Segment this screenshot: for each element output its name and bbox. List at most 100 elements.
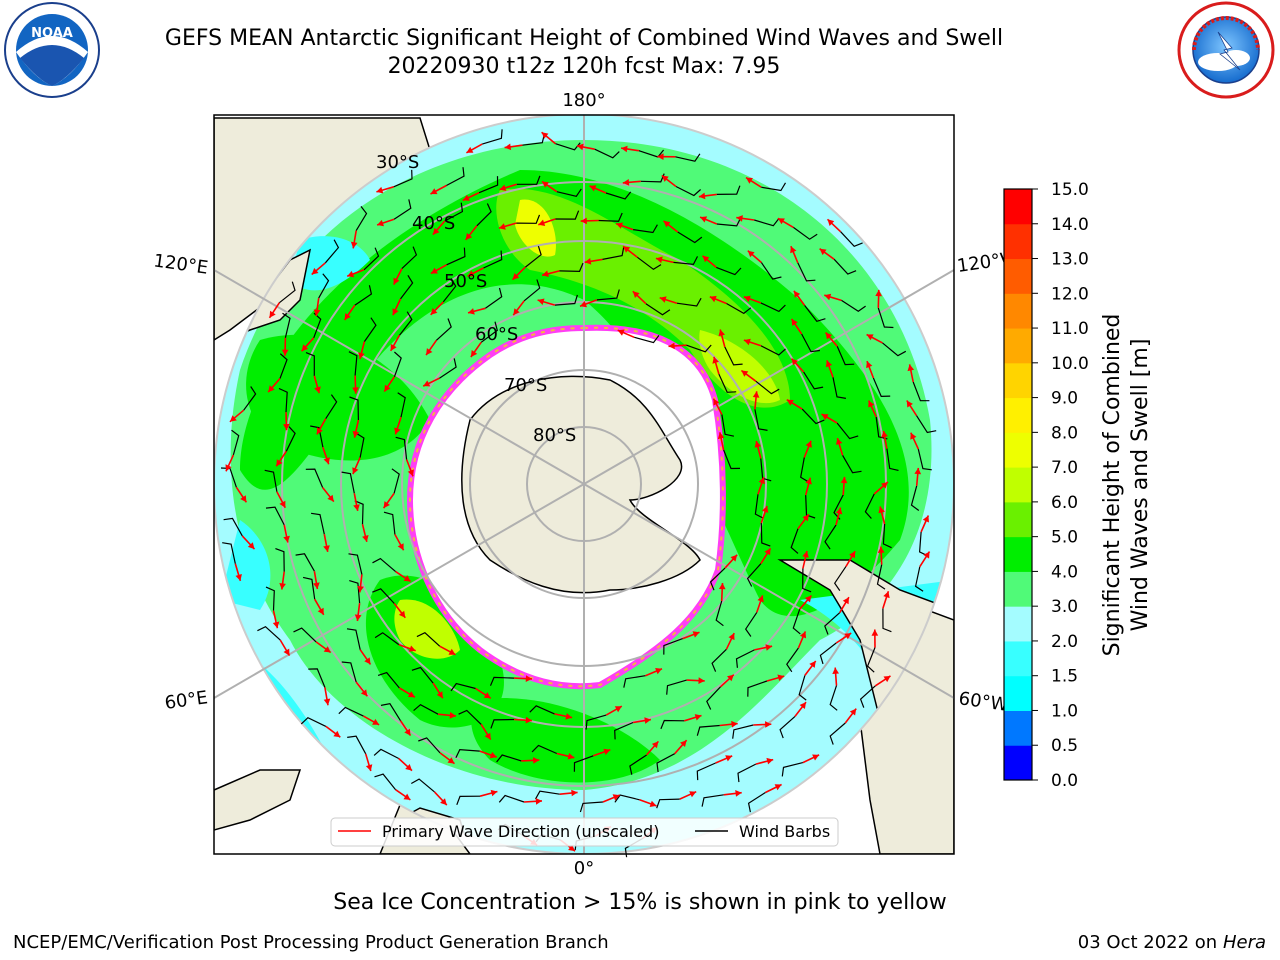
wave-direction-arrowhead (365, 764, 373, 771)
wind-barb (529, 705, 555, 715)
wave-direction-arrowhead (364, 657, 371, 665)
wave-direction-arrowhead (448, 648, 456, 655)
wind-barb (476, 203, 492, 227)
wind-barb (374, 773, 397, 791)
wave-direction-arrowhead (462, 194, 470, 201)
wind-barb (585, 714, 607, 730)
wave-direction-arrowhead (877, 546, 885, 553)
wind-barb (490, 718, 515, 729)
wind-barb (534, 790, 560, 800)
wave-direction-arrowhead (404, 728, 411, 736)
wind-barb (842, 455, 862, 474)
wave-direction-arrowhead (821, 414, 829, 421)
wave-direction-arrowhead (836, 438, 843, 445)
wave-direction-arrowhead (466, 146, 474, 153)
wind-barb (637, 256, 662, 271)
wind-barb (354, 285, 373, 306)
wave-direction-arrowhead (842, 597, 849, 605)
wave-direction-arrowhead (279, 583, 286, 590)
wave-direction-arrowhead (718, 329, 725, 337)
colorbar-segment (1004, 293, 1032, 329)
wind-barb (805, 495, 816, 519)
wind-barb (614, 721, 634, 740)
wind-barb (744, 612, 758, 637)
wind-barb (391, 468, 400, 494)
wave-direction-arrowhead (758, 477, 765, 485)
wave-direction-arrowhead (922, 515, 929, 523)
wave-direction-arrowhead (799, 702, 806, 709)
colorbar-tick-label: 11.0 (1051, 319, 1089, 339)
wind-barb (686, 344, 712, 353)
wave-direction-arrowhead (827, 219, 835, 226)
wave-direction-arrowhead (824, 293, 832, 301)
wind-barb (395, 436, 408, 460)
wind-barb (308, 668, 326, 688)
wave-direction-arrowhead (825, 360, 833, 368)
wave-direction-arrowhead (347, 270, 355, 278)
wave-direction-arrowhead (392, 308, 399, 316)
wave-direction-arrowhead (728, 633, 735, 641)
wave-direction-arrowhead (616, 222, 623, 229)
wave-direction-arrowhead (663, 220, 671, 228)
wave-direction-arrowhead (761, 506, 769, 513)
wind-barb (485, 287, 503, 309)
lat-label-60s: 60°S (475, 324, 518, 345)
wind-barb (483, 250, 503, 269)
wind-barb (793, 226, 818, 240)
wave-direction-arrowhead (316, 427, 323, 435)
colorbar-tick-label: 6.0 (1051, 493, 1078, 513)
wind-barb (882, 608, 892, 633)
wave-direction-arrowhead (812, 754, 820, 761)
wind-barb (886, 448, 899, 471)
wave-direction-arrowhead (430, 267, 438, 274)
wave-direction-arrowhead (736, 215, 743, 222)
wave-direction-arrowhead (279, 500, 286, 508)
wave-direction-arrowhead (825, 332, 833, 340)
wave-direction-arrowhead (269, 310, 276, 318)
wave-direction-arrowhead (713, 398, 720, 406)
wind-barb (354, 500, 364, 525)
wave-direction-arrowhead (465, 233, 473, 240)
wind-barb (754, 494, 764, 519)
wave-direction-arrowhead (525, 716, 532, 724)
lat-label-30s: 30°S (376, 152, 419, 173)
wave-direction-arrowhead (525, 675, 532, 682)
wind-barb (446, 167, 465, 187)
wind-barb (279, 353, 288, 379)
wind-barb (819, 642, 837, 665)
wind-barb (349, 396, 359, 421)
wave-direction-arrowhead (835, 507, 843, 515)
wave-direction-arrowhead (272, 621, 280, 629)
wave-direction-arrowhead (680, 740, 687, 747)
wave-direction-arrowhead (225, 464, 232, 472)
wind-barb (302, 576, 316, 600)
wind-barb (257, 625, 281, 641)
colorbar-segment (1004, 258, 1032, 294)
wave-direction-arrowhead (655, 256, 663, 264)
nws-logo (1177, 1, 1275, 99)
lon-label-120e: 120°E (152, 250, 209, 278)
wave-direction-arrowhead (746, 177, 753, 184)
wave-direction-arrowhead (622, 179, 630, 186)
wind-barb (573, 755, 594, 772)
wind-barb (275, 548, 285, 572)
wind-barb (446, 247, 466, 266)
wave-direction-arrowhead (376, 186, 384, 194)
wind-barb (278, 387, 288, 413)
colorbar-tick-label: 1.0 (1051, 701, 1078, 721)
wind-barb (355, 206, 368, 231)
wind-barb (797, 262, 816, 282)
wave-direction-arrowhead (513, 308, 520, 316)
wind-barb (305, 352, 315, 376)
wind-barb (295, 553, 315, 572)
wind-barb (341, 661, 357, 683)
wind-barb (605, 191, 632, 200)
wind-barb (754, 409, 768, 431)
lat-label-50s: 50°S (444, 271, 487, 292)
wave-direction-arrowhead (344, 313, 351, 320)
wave-direction-arrowhead (499, 184, 507, 191)
wind-barb (338, 706, 364, 717)
wind-barb (912, 381, 930, 402)
wave-direction-arrowhead (352, 387, 359, 394)
wave-direction-arrowhead (535, 798, 542, 805)
